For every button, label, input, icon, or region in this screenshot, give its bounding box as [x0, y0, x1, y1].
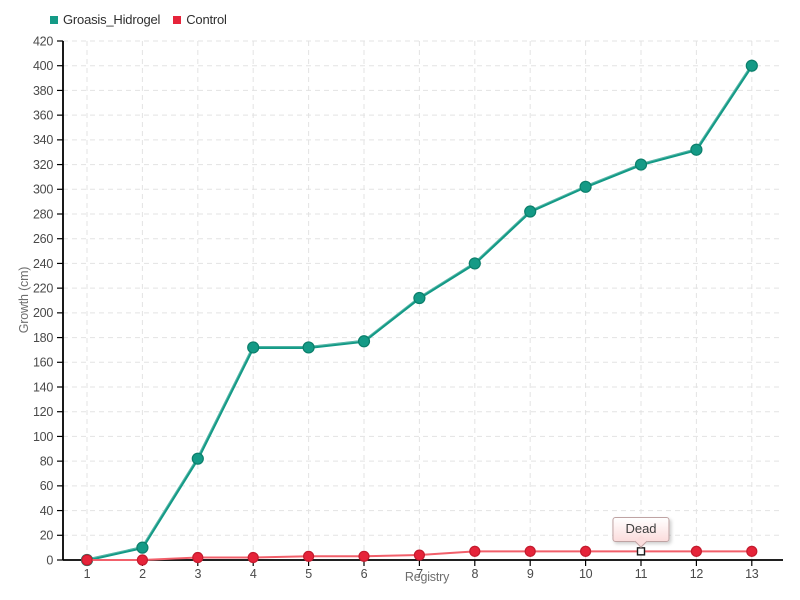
- legend-item-control[interactable]: Control: [173, 12, 227, 27]
- data-point-groasis_hidrogel[interactable]: [634, 158, 648, 171]
- y-tick-label: 100: [33, 430, 53, 444]
- y-axis-title: Growth (cm): [17, 266, 31, 334]
- y-tick-label: 60: [40, 479, 54, 493]
- series-line-highlight: [86, 64, 752, 560]
- data-point-groasis_hidrogel[interactable]: [579, 180, 592, 193]
- x-tick-label: 4: [250, 567, 257, 581]
- y-tick-label: 380: [33, 84, 53, 98]
- y-tick-label: 320: [33, 158, 53, 172]
- x-tick-label: 11: [635, 567, 648, 581]
- legend-item-groasis-hidrogel[interactable]: Groasis_Hidrogel: [50, 12, 160, 27]
- data-point-control[interactable]: [247, 551, 259, 564]
- y-tick-label: 140: [33, 380, 53, 394]
- dead-marker[interactable]: [636, 547, 646, 556]
- data-point-groasis_hidrogel[interactable]: [524, 205, 537, 218]
- x-tick-label: 12: [690, 567, 704, 581]
- dead-tooltip: Dead: [612, 517, 670, 543]
- x-tick-label: 1: [84, 567, 91, 581]
- data-point-control[interactable]: [358, 550, 370, 562]
- data-point-control[interactable]: [746, 545, 758, 557]
- y-tick-label: 360: [33, 109, 53, 123]
- data-point-groasis_hidrogel[interactable]: [136, 541, 149, 554]
- x-tick-label: 2: [139, 567, 146, 581]
- chart-legend: Groasis_Hidrogel Control: [50, 12, 227, 27]
- dead-tooltip-label: Dead: [625, 521, 657, 537]
- data-point-groasis_hidrogel[interactable]: [468, 257, 481, 270]
- x-tick-label: 8: [471, 567, 478, 581]
- y-tick-label: 400: [33, 59, 53, 73]
- x-tick-label: 13: [745, 567, 759, 581]
- y-tick-label: 260: [33, 232, 53, 246]
- data-point-groasis_hidrogel[interactable]: [413, 291, 426, 305]
- data-point-groasis_hidrogel[interactable]: [690, 143, 703, 156]
- y-tick-label: 280: [33, 207, 53, 221]
- y-tick-label: 240: [33, 257, 53, 271]
- legend-swatch-control-icon: [173, 15, 182, 24]
- x-axis-title: Registry: [404, 570, 450, 584]
- legend-label-control: Control: [186, 12, 227, 27]
- data-point-control[interactable]: [579, 545, 592, 557]
- y-tick-label: 200: [33, 306, 53, 320]
- gridlines: [63, 40, 783, 560]
- y-tick-label: 220: [33, 282, 53, 296]
- y-tick-label: 80: [40, 455, 54, 469]
- y-tick-label: 40: [40, 504, 54, 518]
- data-point-control[interactable]: [303, 550, 315, 562]
- data-point-control[interactable]: [690, 545, 703, 557]
- legend-swatch-groasis-icon: [50, 15, 58, 24]
- y-tick-label: 20: [40, 529, 54, 543]
- x-tick-label: 7: [416, 567, 423, 581]
- x-tick-label: 9: [527, 567, 534, 581]
- data-point-control[interactable]: [469, 545, 481, 557]
- y-tick-label: 0: [46, 553, 53, 567]
- data-point-control[interactable]: [136, 554, 148, 566]
- x-tick-label: 10: [579, 567, 593, 581]
- y-tick-label: 120: [33, 405, 53, 419]
- data-point-groasis_hidrogel[interactable]: [302, 341, 315, 354]
- x-tick-label: 5: [305, 567, 312, 581]
- data-point-control[interactable]: [192, 551, 204, 564]
- y-tick-label: 160: [33, 356, 53, 370]
- data-point-groasis_hidrogel[interactable]: [191, 452, 204, 465]
- x-tick-label: 6: [361, 567, 368, 581]
- y-tick-label: 420: [33, 34, 53, 48]
- y-tick-label: 300: [33, 183, 53, 197]
- data-point-control[interactable]: [81, 554, 93, 566]
- data-point-groasis_hidrogel[interactable]: [247, 341, 260, 354]
- y-tick-label: 180: [33, 331, 53, 345]
- y-tick-label: 340: [33, 133, 53, 147]
- x-tick-label: 3: [194, 567, 201, 581]
- data-point-control[interactable]: [524, 545, 536, 557]
- data-point-control[interactable]: [413, 549, 425, 561]
- data-point-groasis_hidrogel[interactable]: [745, 59, 758, 72]
- legend-label-groasis: Groasis_Hidrogel: [63, 12, 161, 27]
- data-point-groasis_hidrogel[interactable]: [357, 335, 371, 348]
